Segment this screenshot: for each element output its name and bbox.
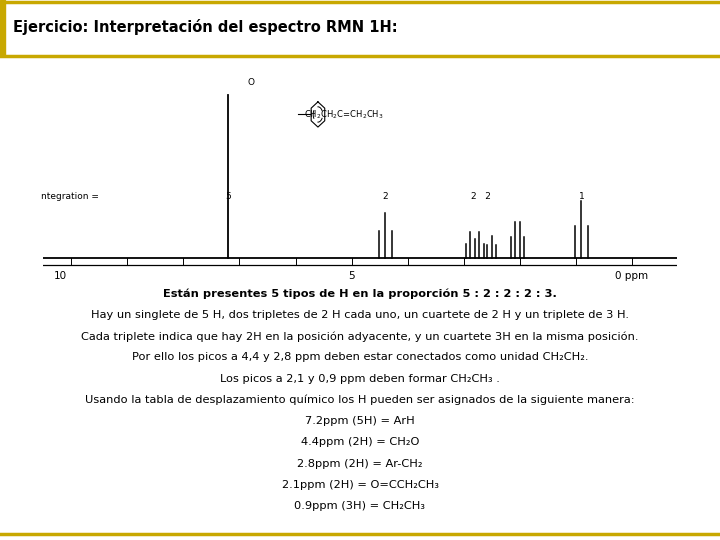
- Text: Cada triplete indica que hay 2H en la posición adyacente, y un cuartete 3H en la: Cada triplete indica que hay 2H en la po…: [81, 331, 639, 342]
- Text: Los picos a 2,1 y 0,9 ppm deben formar CH₂CH₃ .: Los picos a 2,1 y 0,9 ppm deben formar C…: [220, 374, 500, 383]
- Text: Están presentes 5 tipos de H en la proporción 5 : 2 : 2 : 2 : 3.: Están presentes 5 tipos de H en la propo…: [163, 288, 557, 299]
- Text: $-$CH$_2$CH$_2$C$\!=\!$CH$_2$CH$_3$: $-$CH$_2$CH$_2$C$\!=\!$CH$_2$CH$_3$: [297, 108, 384, 121]
- Bar: [0, 0, 5, 57]
- Text: 5: 5: [225, 192, 231, 201]
- Text: Ejercicio: Interpretación del espectro RMN 1H:: Ejercicio: Interpretación del espectro R…: [13, 19, 397, 35]
- Text: 5: 5: [348, 271, 355, 281]
- Text: 2   2: 2 2: [471, 192, 490, 201]
- Text: 4.4ppm (2H) = CH₂O: 4.4ppm (2H) = CH₂O: [301, 437, 419, 447]
- Text: O: O: [247, 78, 254, 86]
- Text: 0.9ppm (3H) = CH₂CH₃: 0.9ppm (3H) = CH₂CH₃: [294, 501, 426, 511]
- Text: 1: 1: [579, 192, 585, 201]
- Text: 2.8ppm (2H) = Ar-CH₂: 2.8ppm (2H) = Ar-CH₂: [297, 458, 423, 469]
- Text: Por ello los picos a 4,4 y 2,8 ppm deben estar conectados como unidad CH₂CH₂.: Por ello los picos a 4,4 y 2,8 ppm deben…: [132, 352, 588, 362]
- Text: 0 ppm: 0 ppm: [616, 271, 649, 281]
- Text: Hay un singlete de 5 H, dos tripletes de 2 H cada uno, un cuartete de 2 H y un t: Hay un singlete de 5 H, dos tripletes de…: [91, 310, 629, 320]
- Text: Usando la tabla de desplazamiento químico los H pueden ser asignados de la sigui: Usando la tabla de desplazamiento químic…: [85, 395, 635, 406]
- Text: 7.2ppm (5H) = ArH: 7.2ppm (5H) = ArH: [305, 416, 415, 426]
- Text: 2: 2: [382, 192, 388, 201]
- Text: ntegration =: ntegration =: [41, 192, 99, 201]
- Text: 2.1ppm (2H) = O=CCH₂CH₃: 2.1ppm (2H) = O=CCH₂CH₃: [282, 480, 438, 490]
- Text: 10: 10: [53, 271, 66, 281]
